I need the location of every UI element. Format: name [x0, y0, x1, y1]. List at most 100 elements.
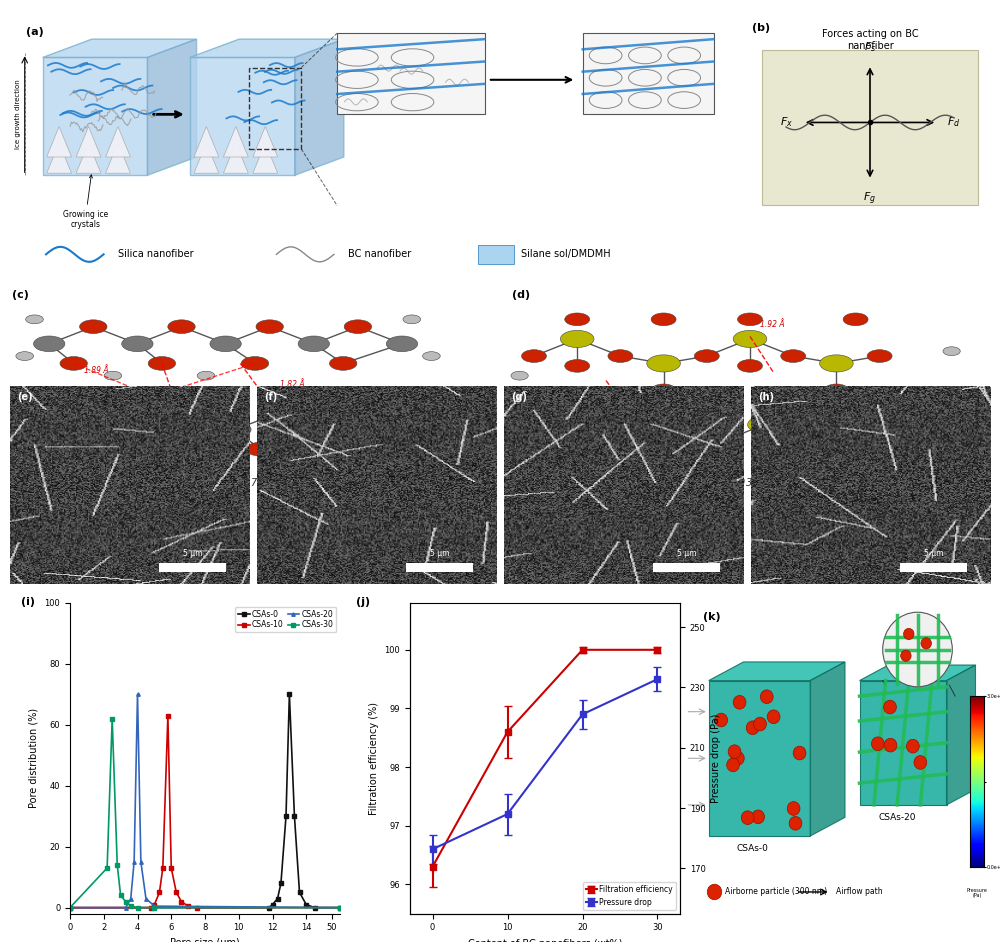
Polygon shape [194, 143, 219, 173]
Circle shape [914, 755, 927, 770]
Circle shape [738, 360, 762, 372]
Circle shape [795, 435, 820, 448]
Text: Airborne particle (300 nm): Airborne particle (300 nm) [725, 887, 827, 897]
CSAs-10 [170, 886, 182, 898]
Circle shape [132, 422, 163, 437]
Text: Carbon atom: Carbon atom [339, 506, 389, 515]
CSAs-30 [115, 890, 127, 901]
Text: Hydrogen atom: Hydrogen atom [684, 506, 743, 515]
Circle shape [26, 315, 43, 324]
Text: $E_1$a-13.07 kcal/mol: $E_1$a-13.07 kcal/mol [208, 477, 302, 491]
Circle shape [651, 384, 676, 397]
Circle shape [89, 406, 117, 419]
Text: $E_2$a-11.93 kcal/mol: $E_2$a-11.93 kcal/mol [703, 477, 797, 491]
Polygon shape [76, 126, 101, 157]
CSAs-30 [148, 902, 160, 914]
Circle shape [60, 357, 87, 370]
Circle shape [727, 758, 739, 771]
Circle shape [748, 416, 781, 433]
Circle shape [525, 449, 543, 459]
Y-axis label: Pressure drop (Pa): Pressure drop (Pa) [711, 714, 721, 803]
Text: 1.89 Å: 1.89 Å [84, 366, 108, 375]
Circle shape [608, 349, 633, 363]
Circle shape [386, 336, 418, 351]
Text: (f): (f) [264, 392, 277, 402]
Text: (e): (e) [17, 392, 33, 402]
Line: CSAs-30: CSAs-30 [68, 717, 342, 909]
Text: (j): (j) [356, 596, 370, 607]
Circle shape [241, 357, 269, 370]
Circle shape [522, 349, 546, 363]
Circle shape [560, 331, 594, 348]
Circle shape [752, 810, 764, 823]
Circle shape [752, 446, 777, 458]
Circle shape [884, 700, 896, 714]
Circle shape [432, 437, 450, 447]
Polygon shape [43, 57, 147, 175]
Circle shape [354, 406, 381, 419]
Circle shape [43, 422, 75, 437]
Polygon shape [76, 143, 101, 173]
CSAs-0 [294, 886, 306, 898]
CSAs-0 [272, 893, 284, 904]
CSAs-0 [288, 810, 300, 821]
Circle shape [197, 371, 215, 380]
Circle shape [882, 435, 906, 448]
Circle shape [34, 336, 65, 351]
Polygon shape [147, 40, 197, 175]
Text: Growing ice
crystals: Growing ice crystals [63, 175, 108, 229]
Circle shape [35, 406, 53, 414]
Line: CSAs-10: CSAs-10 [68, 714, 342, 909]
Text: Silicon atom: Silicon atom [833, 506, 880, 515]
Circle shape [104, 371, 122, 380]
Circle shape [207, 457, 225, 465]
CSAs-10 [153, 886, 165, 898]
CSAs-10 [162, 710, 174, 722]
CSAs-0 [334, 902, 346, 914]
CSAs-20 [125, 893, 137, 904]
Circle shape [114, 457, 132, 465]
CSAs-20 [140, 893, 152, 904]
Polygon shape [106, 143, 130, 173]
CSAs-0 [300, 899, 312, 910]
CSAs-0 [275, 878, 287, 889]
Circle shape [838, 470, 863, 482]
Polygon shape [194, 126, 219, 157]
Legend: Filtration efficiency, Pressure drop: Filtration efficiency, Pressure drop [583, 882, 676, 910]
Circle shape [157, 505, 179, 516]
Circle shape [789, 817, 802, 830]
CSAs-10 [148, 899, 160, 910]
Polygon shape [47, 126, 72, 157]
Text: 1.82 Å: 1.82 Å [280, 380, 304, 389]
Circle shape [565, 360, 590, 372]
Text: (a): (a) [26, 27, 44, 37]
Circle shape [423, 351, 440, 361]
Text: (k): (k) [703, 612, 721, 623]
Text: Silica nanofiber: Silica nanofiber [118, 250, 194, 259]
Polygon shape [47, 143, 72, 173]
CSAs-10 [334, 902, 346, 914]
Bar [249, 68, 301, 149]
Circle shape [26, 437, 43, 447]
Bar [406, 563, 473, 572]
Text: Oxygen atom: Oxygen atom [535, 506, 586, 515]
Text: CSAs-0: CSAs-0 [736, 844, 768, 853]
Y-axis label: Pore distribution (%): Pore distribution (%) [29, 708, 39, 808]
Polygon shape [946, 665, 976, 804]
Polygon shape [190, 57, 295, 175]
Circle shape [16, 351, 34, 361]
Circle shape [709, 435, 734, 448]
Circle shape [834, 441, 868, 458]
Text: (i): (i) [21, 596, 35, 607]
X-axis label: Content of BC nanofibers (wt%): Content of BC nanofibers (wt%) [468, 938, 622, 942]
Circle shape [738, 313, 762, 326]
CSAs-30 [106, 713, 118, 724]
Text: Ice growth direction: Ice growth direction [15, 79, 21, 149]
Circle shape [158, 443, 185, 456]
Circle shape [957, 413, 975, 422]
Line: CSAs-0: CSAs-0 [68, 692, 342, 909]
Text: BC nanofiber: BC nanofiber [348, 250, 412, 259]
CSAs-30 [334, 902, 346, 914]
Text: CSAs-20: CSAs-20 [878, 813, 916, 821]
Circle shape [396, 422, 427, 437]
